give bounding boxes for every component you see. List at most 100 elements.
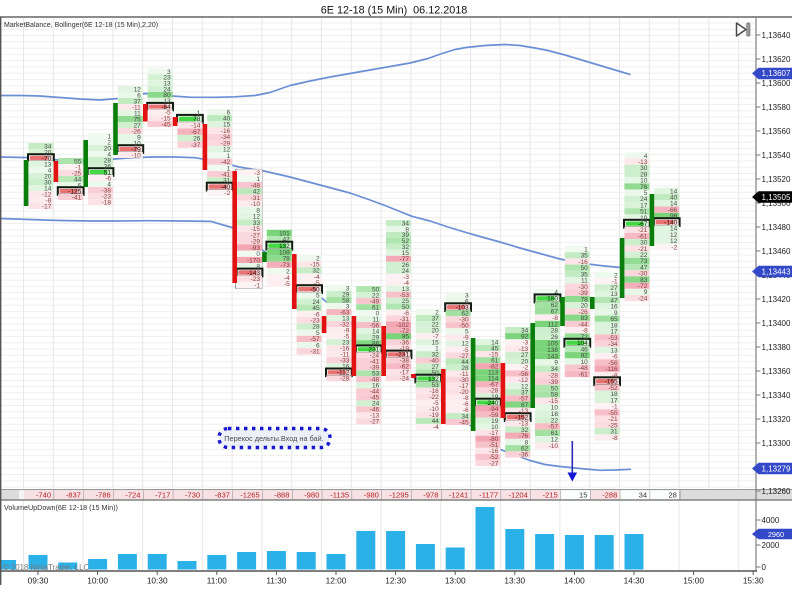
svg-text:1,13443: 1,13443 xyxy=(762,267,791,276)
svg-text:11: 11 xyxy=(581,278,588,285)
svg-text:51: 51 xyxy=(640,209,648,216)
svg-text:-21: -21 xyxy=(638,246,648,253)
svg-text:29: 29 xyxy=(342,291,350,298)
svg-text:1,13460: 1,13460 xyxy=(762,247,791,256)
svg-text:-93: -93 xyxy=(251,245,261,252)
svg-text:180: 180 xyxy=(547,296,558,303)
svg-text:-67: -67 xyxy=(191,129,201,136)
svg-text:13: 13 xyxy=(610,291,618,298)
svg-text:-155: -155 xyxy=(605,379,618,386)
svg-text:3: 3 xyxy=(465,292,469,299)
svg-text:-170: -170 xyxy=(247,257,260,264)
svg-text:86: 86 xyxy=(372,341,380,348)
svg-text:6: 6 xyxy=(465,298,469,305)
svg-text:25: 25 xyxy=(402,298,410,305)
svg-text:55: 55 xyxy=(74,158,82,165)
svg-text:1,13640: 1,13640 xyxy=(762,31,791,40)
svg-text:-288: -288 xyxy=(602,491,617,500)
svg-text:-52: -52 xyxy=(608,385,618,392)
svg-text:-13: -13 xyxy=(519,408,529,415)
svg-text:-4: -4 xyxy=(403,280,409,287)
svg-text:30: 30 xyxy=(44,179,52,186)
svg-text:83: 83 xyxy=(581,315,589,322)
svg-text:9: 9 xyxy=(644,289,648,296)
svg-text:8: 8 xyxy=(256,264,260,271)
svg-text:1,13380: 1,13380 xyxy=(762,343,791,352)
svg-text:-29: -29 xyxy=(251,239,261,246)
svg-text:-14: -14 xyxy=(191,123,201,130)
svg-text:53: 53 xyxy=(372,371,380,378)
svg-text:23: 23 xyxy=(163,75,171,82)
svg-text:-10: -10 xyxy=(251,201,261,208)
svg-text:-140: -140 xyxy=(664,219,677,226)
svg-text:-27: -27 xyxy=(251,232,261,239)
svg-text:-61: -61 xyxy=(638,233,648,240)
svg-text:58: 58 xyxy=(551,392,559,399)
svg-text:-740: -740 xyxy=(36,491,51,500)
svg-text:-21: -21 xyxy=(608,416,618,423)
svg-text:-1: -1 xyxy=(612,404,618,411)
svg-text:78: 78 xyxy=(283,256,291,263)
svg-text:-3: -3 xyxy=(254,170,260,177)
svg-text:62: 62 xyxy=(551,302,559,309)
svg-text:13:30: 13:30 xyxy=(504,575,525,585)
svg-text:45: 45 xyxy=(491,345,499,352)
svg-text:09:30: 09:30 xyxy=(28,575,49,585)
svg-text:-30: -30 xyxy=(459,317,469,324)
svg-text:-72: -72 xyxy=(638,283,648,290)
svg-text:-6: -6 xyxy=(105,175,111,182)
svg-text:1,13500: 1,13500 xyxy=(762,199,791,208)
svg-text:-72: -72 xyxy=(400,328,410,335)
svg-text:-16: -16 xyxy=(221,128,231,135)
svg-text:22: 22 xyxy=(640,252,648,259)
svg-text:61: 61 xyxy=(372,304,380,311)
svg-text:24: 24 xyxy=(640,196,648,203)
svg-text:12: 12 xyxy=(253,214,261,221)
svg-text:12: 12 xyxy=(223,147,231,154)
svg-text:10: 10 xyxy=(551,405,559,412)
svg-text:10: 10 xyxy=(640,215,648,222)
svg-text:61: 61 xyxy=(551,430,559,437)
svg-text:-6: -6 xyxy=(463,407,469,414)
svg-text:-25: -25 xyxy=(608,422,618,429)
svg-text:-3: -3 xyxy=(522,340,528,347)
svg-text:62: 62 xyxy=(461,310,469,317)
svg-text:-10: -10 xyxy=(429,406,439,413)
svg-text:-11: -11 xyxy=(460,371,469,378)
svg-text:10: 10 xyxy=(491,424,499,431)
svg-text:132: 132 xyxy=(279,243,290,250)
svg-text:-77: -77 xyxy=(400,256,410,263)
svg-text:-24: -24 xyxy=(370,353,380,360)
svg-text:4000: 4000 xyxy=(762,516,780,525)
svg-text:108: 108 xyxy=(279,249,290,256)
svg-text:27: 27 xyxy=(521,352,529,359)
svg-text:12:30: 12:30 xyxy=(385,575,406,585)
svg-text:-26: -26 xyxy=(131,128,141,135)
svg-text:20: 20 xyxy=(44,173,52,180)
svg-text:113: 113 xyxy=(488,370,499,377)
svg-text:-73: -73 xyxy=(280,262,290,269)
svg-text:27: 27 xyxy=(134,122,142,129)
svg-text:-57: -57 xyxy=(549,424,559,431)
svg-text:1: 1 xyxy=(435,346,439,353)
svg-text:92: 92 xyxy=(581,353,589,360)
svg-text:-231: -231 xyxy=(396,352,409,359)
svg-text:-724: -724 xyxy=(125,491,140,500)
svg-text:12: 12 xyxy=(670,232,678,239)
svg-text:39: 39 xyxy=(402,232,410,239)
svg-text:10: 10 xyxy=(640,178,648,185)
svg-text:4: 4 xyxy=(644,153,648,160)
svg-text:-5: -5 xyxy=(284,281,290,288)
svg-text:-17: -17 xyxy=(400,370,410,377)
svg-text:-26: -26 xyxy=(578,309,588,316)
svg-text:19: 19 xyxy=(491,394,499,401)
svg-text:1,13540: 1,13540 xyxy=(762,151,791,160)
svg-text:14:30: 14:30 xyxy=(624,575,645,585)
svg-text:-56: -56 xyxy=(608,360,618,367)
svg-text:22: 22 xyxy=(551,417,559,424)
svg-text:29: 29 xyxy=(372,335,380,342)
svg-text:-41: -41 xyxy=(221,172,231,179)
svg-text:14: 14 xyxy=(670,226,678,233)
svg-text:1: 1 xyxy=(107,133,111,140)
svg-text:-50: -50 xyxy=(310,286,320,293)
